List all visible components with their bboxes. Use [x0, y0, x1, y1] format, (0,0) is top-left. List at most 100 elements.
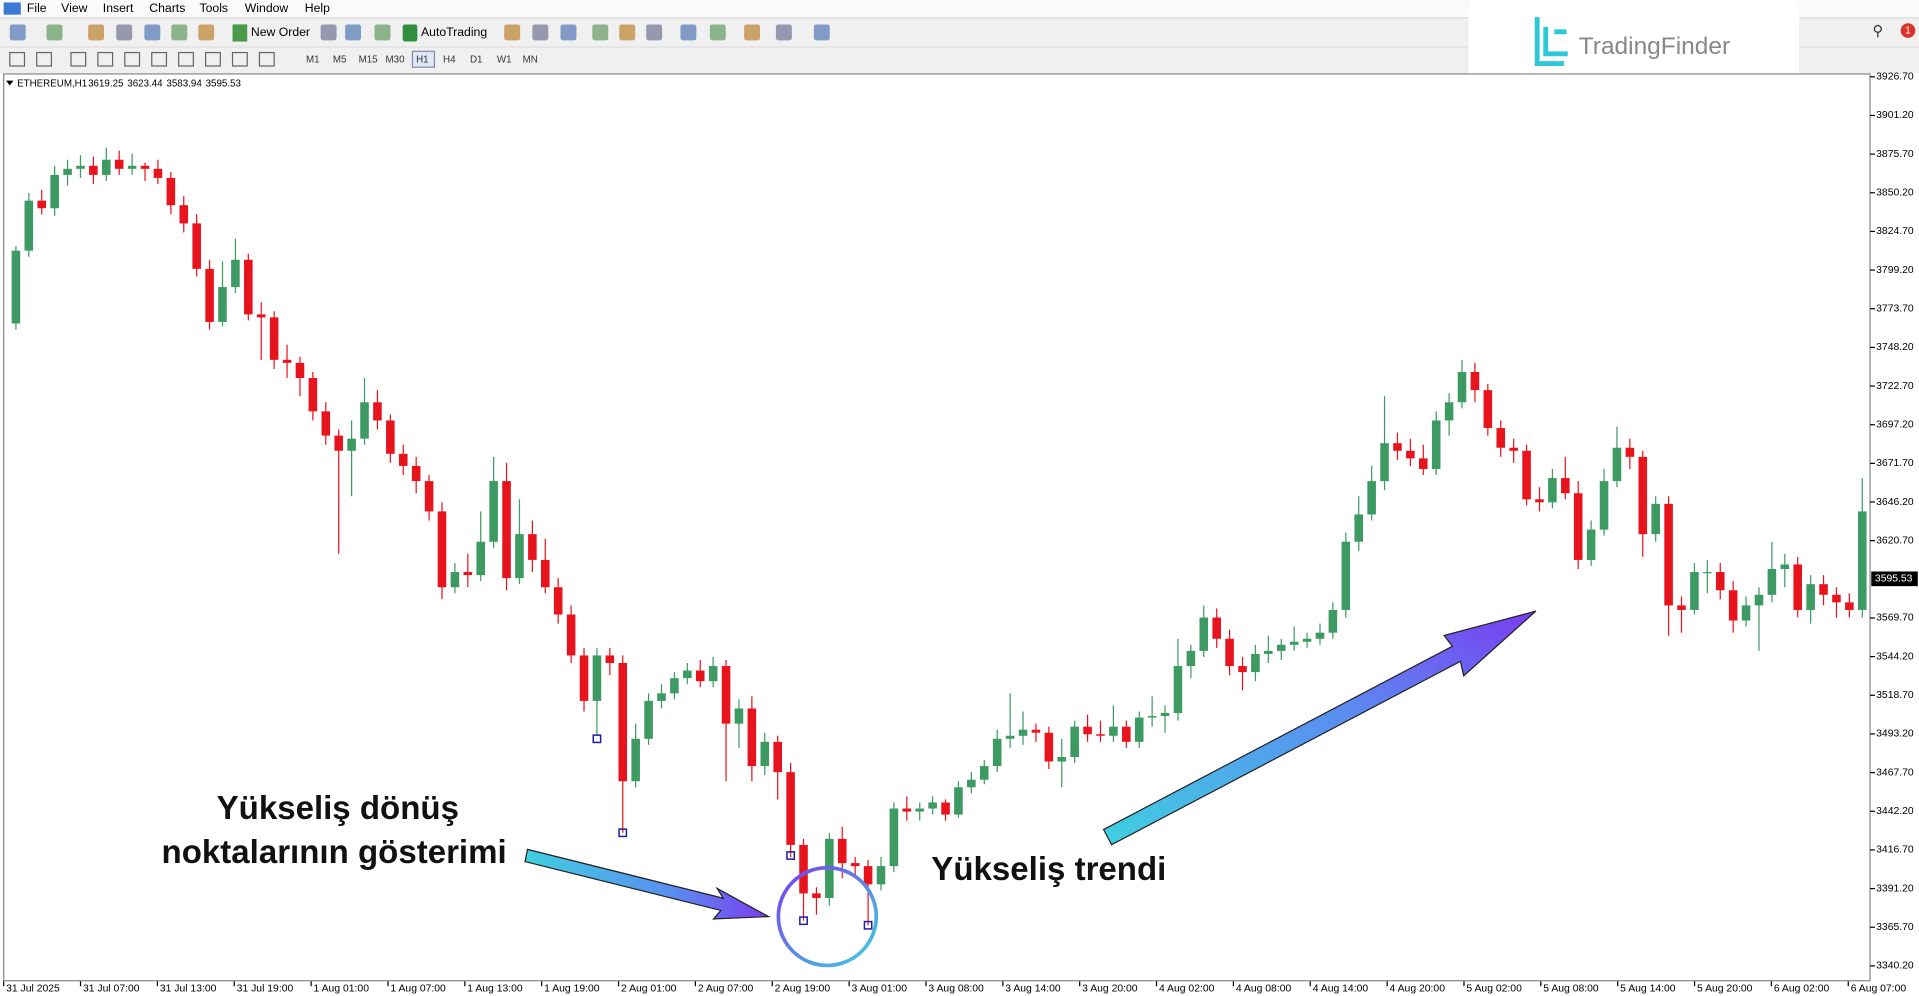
candle-body	[605, 655, 615, 664]
toolbar-icon[interactable]	[198, 24, 215, 41]
candle-body	[657, 693, 666, 701]
candle-body	[566, 614, 576, 656]
candle-body	[11, 250, 21, 324]
toolbar-icon[interactable]	[88, 24, 105, 41]
toolbar-icon[interactable]	[204, 51, 221, 67]
y-tick-label: 3748.20	[1876, 342, 1914, 353]
auto-trading-icon[interactable]	[402, 24, 418, 42]
toolbar-icon[interactable]	[775, 24, 792, 41]
toolbar-icon[interactable]	[345, 24, 362, 41]
candle-body	[992, 738, 1002, 767]
fractal-marker	[786, 851, 796, 860]
candle-body	[373, 402, 382, 421]
toolbar-icon[interactable]	[258, 51, 275, 67]
toolbar-icon[interactable]	[124, 51, 141, 67]
toolbar-icon[interactable]	[619, 24, 636, 41]
toolbar-icon[interactable]	[36, 51, 53, 67]
toolbar-icon[interactable]	[374, 24, 391, 41]
toolbar-icon[interactable]	[70, 51, 87, 67]
x-tick-label: 1 Aug 13:00	[467, 983, 523, 994]
timeframe-button[interactable]: H1	[416, 54, 428, 65]
candle-body	[179, 205, 189, 224]
toolbar-icon[interactable]	[709, 24, 726, 41]
candle-body	[1509, 447, 1518, 451]
candle-body	[1690, 572, 1699, 610]
annotation: noktalarının gösterimi	[162, 833, 507, 870]
timeframe-button[interactable]: D1	[470, 54, 482, 65]
timeframe-active[interactable]	[411, 50, 436, 68]
menu-item[interactable]: Insert	[103, 1, 134, 15]
timeframe-button[interactable]: M5	[333, 54, 347, 65]
candle-body	[1173, 666, 1183, 714]
candle-body	[941, 802, 950, 815]
y-tick-label: 3416.70	[1876, 845, 1914, 856]
candle-body	[127, 165, 137, 169]
candle-body	[644, 700, 653, 739]
candle-body	[553, 587, 563, 615]
candle-body	[1328, 609, 1338, 633]
toolbar-icon[interactable]	[9, 51, 26, 67]
menu-item[interactable]: Tools	[199, 1, 228, 15]
new-order-button[interactable]: New Order	[251, 25, 310, 39]
toolbar-icon[interactable]	[504, 24, 521, 41]
plot: 3926.70 3901.20 3875.70 3850.20 3824.70 3799.…	[3, 72, 1918, 994]
toolbar-icon[interactable]	[320, 24, 337, 41]
notification-badge[interactable]	[1900, 23, 1916, 38]
candle-body	[153, 168, 163, 178]
toolbar-icon[interactable]	[97, 51, 114, 67]
candle-body	[1431, 420, 1441, 469]
toolbar-icon[interactable]	[9, 24, 26, 41]
y-tick-label: 3697.20	[1876, 419, 1914, 430]
candle-body	[1264, 650, 1273, 654]
notification-count[interactable]: 1	[1905, 26, 1910, 37]
timeframe-button[interactable]: W1	[497, 54, 512, 65]
timeframe-button[interactable]: M15	[359, 54, 379, 65]
toolbar-icon[interactable]	[532, 24, 549, 41]
y-tick-label: 3340.20	[1876, 961, 1914, 972]
toolbar-icon[interactable]	[171, 24, 188, 41]
toolbar-icon[interactable]	[151, 51, 168, 67]
y-tick-label: 3850.20	[1876, 188, 1914, 199]
candle-body	[1677, 605, 1686, 610]
toolbar-icon[interactable]	[680, 24, 697, 41]
candle-body	[850, 863, 860, 867]
timeframe-button[interactable]: M1	[306, 54, 320, 65]
auto-trading-button[interactable]: AutoTrading	[421, 25, 487, 39]
candle-body	[1612, 447, 1622, 482]
toolbar-icon[interactable]	[116, 24, 133, 41]
toolbar-icon[interactable]	[144, 24, 161, 41]
x-tick-label: 6 Aug 02:00	[1774, 983, 1830, 994]
candle-body	[1638, 456, 1648, 535]
y-tick-label: 3544.20	[1876, 651, 1914, 662]
menu-item[interactable]: File	[27, 1, 47, 15]
toolbar-icon[interactable]	[592, 24, 609, 41]
candle-body	[670, 678, 679, 694]
app-icon	[3, 2, 21, 15]
toolbar-icon[interactable]	[178, 51, 194, 67]
search-icon[interactable]: ⚲	[1872, 24, 1883, 40]
timeframe-button[interactable]: H4	[443, 54, 456, 65]
candle-body	[1315, 632, 1325, 639]
toolbar-icon[interactable]	[560, 24, 577, 41]
menu-item[interactable]: Help	[305, 1, 330, 15]
timeframe-button[interactable]: M30	[386, 54, 406, 65]
x-tick-label: 31 Jul 13:00	[160, 983, 217, 994]
toolbar-icon[interactable]	[231, 51, 248, 67]
menu-item[interactable]: Charts	[149, 1, 185, 15]
candle-body	[747, 708, 757, 767]
bar-info: 3619.25 3623.44 3583.94 3595.53	[88, 78, 241, 89]
candle-body	[218, 287, 227, 322]
y-tick-label: 3722.70	[1876, 381, 1914, 392]
x-tick-label: 3 Aug 08:00	[928, 983, 984, 994]
new-order-icon[interactable]	[232, 24, 248, 42]
toolbar-icon[interactable]	[744, 24, 761, 41]
toolbar-icon[interactable]	[813, 24, 830, 41]
menu-item[interactable]: View	[61, 1, 87, 15]
x-tick-label: 4 Aug 14:00	[1313, 983, 1369, 994]
toolbar-icon[interactable]	[46, 24, 63, 41]
timeframe-button[interactable]: MN	[523, 54, 538, 65]
candle-body	[1160, 713, 1170, 717]
menu-item[interactable]: Window	[245, 1, 289, 15]
toolbar-icon[interactable]	[646, 24, 663, 41]
